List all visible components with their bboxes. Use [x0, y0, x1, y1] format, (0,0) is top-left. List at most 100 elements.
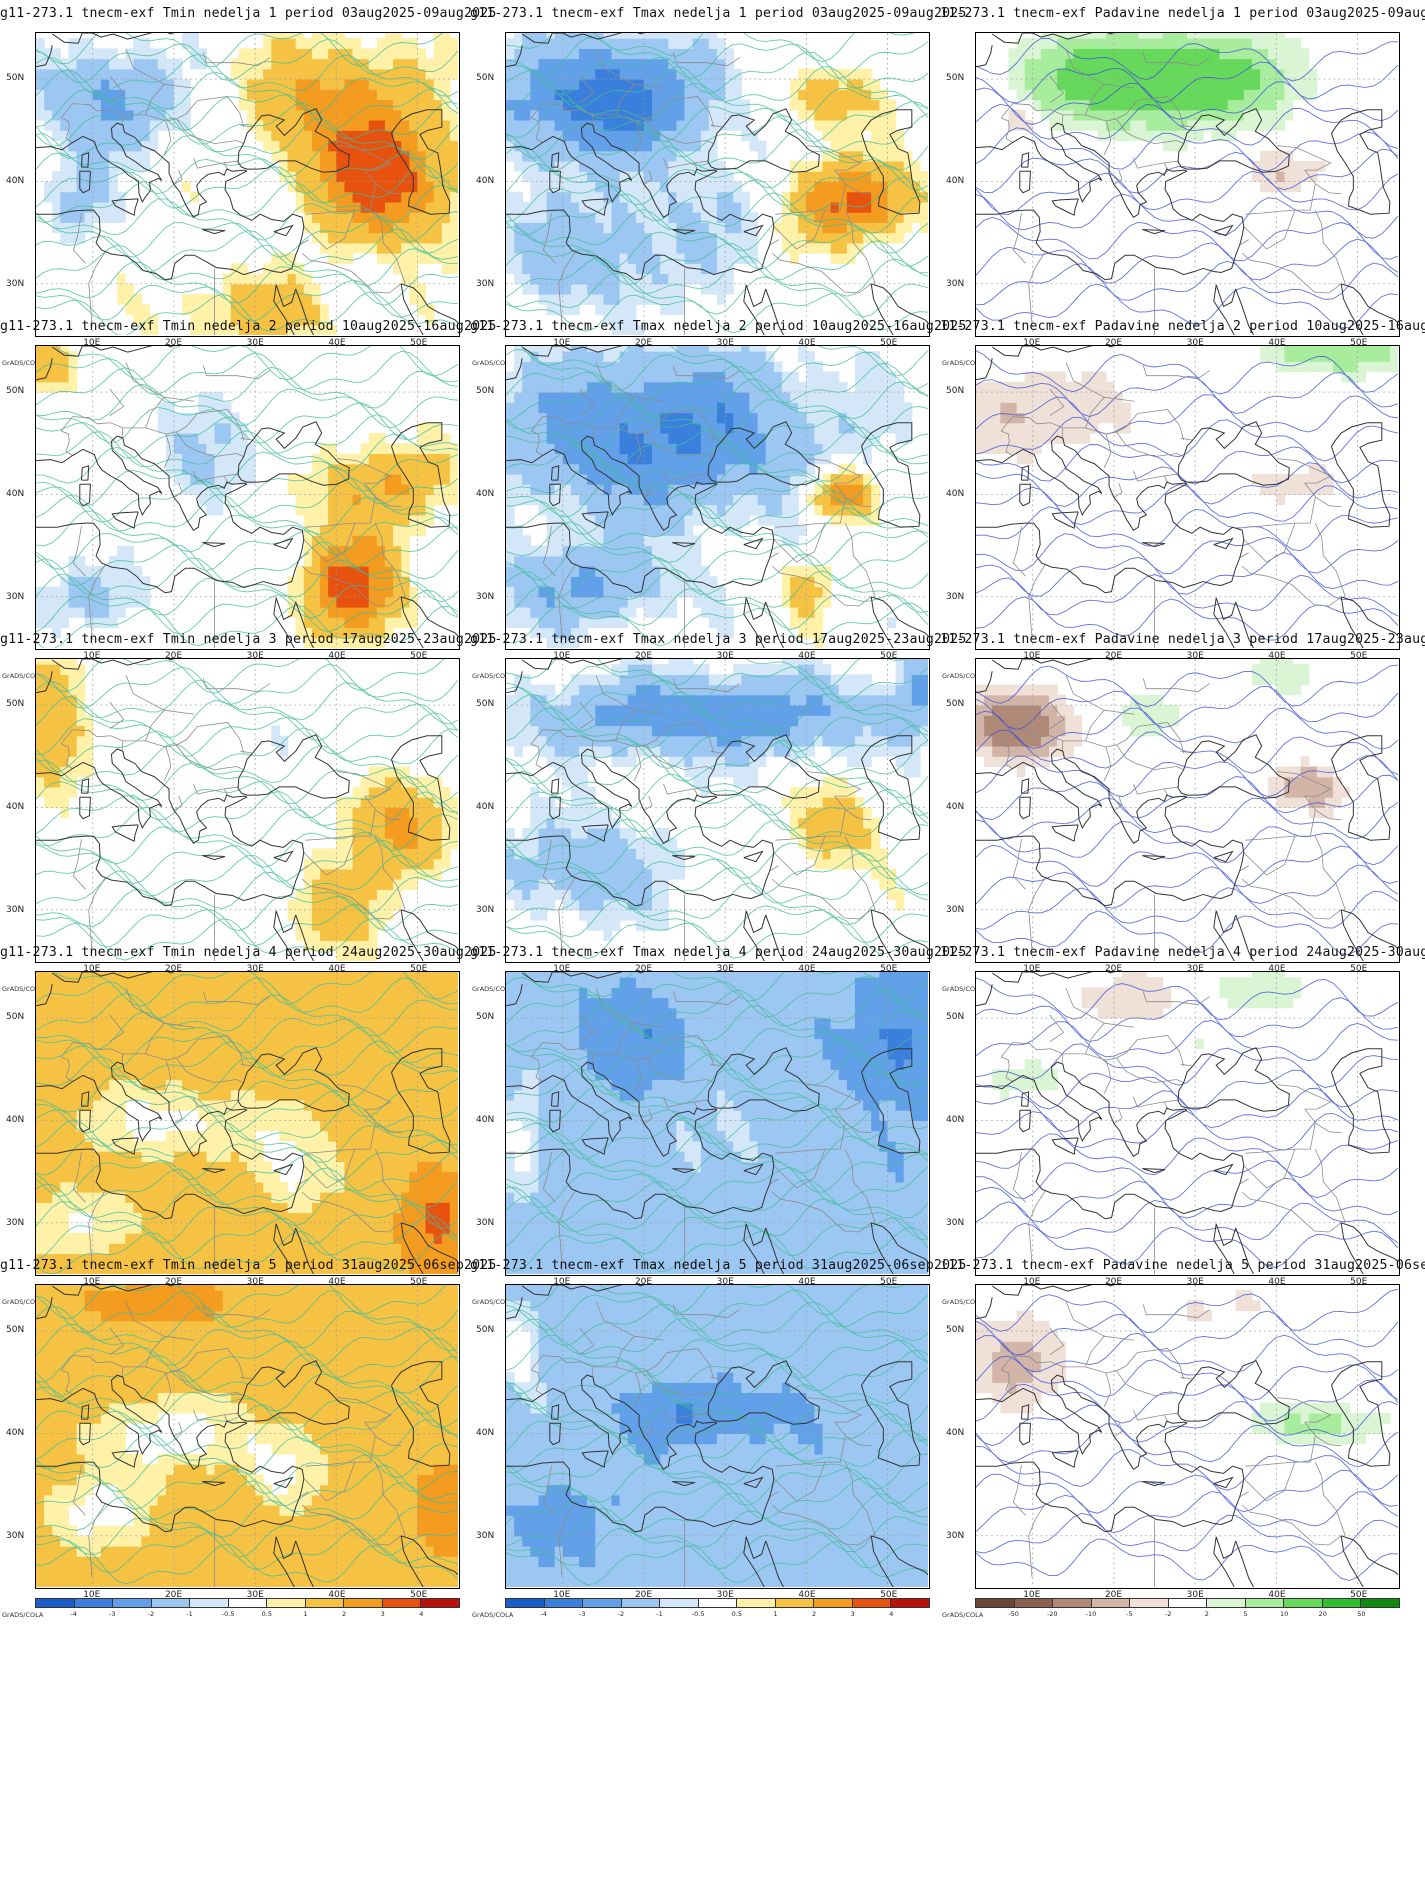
latitude-label: 50N: [946, 698, 965, 709]
map-frame: [505, 658, 930, 963]
anomaly-shading: [36, 346, 458, 648]
anomaly-shading: [976, 659, 1350, 819]
latitude-label: 30N: [6, 279, 25, 290]
longitude-label: 40E: [328, 651, 346, 661]
legend-swatch: [190, 1599, 229, 1607]
map-frame: [975, 1284, 1400, 1589]
latitude-label: 30N: [946, 279, 965, 290]
country-borders: [1000, 675, 1346, 961]
legend-swatch: [113, 1599, 152, 1607]
legend-tick-label: 3: [380, 1610, 385, 1618]
contour-lines: [506, 346, 928, 647]
longitude-label: 50E: [410, 651, 428, 661]
longitude-label: 10E: [1023, 338, 1041, 348]
longitude-label: 20E: [634, 651, 653, 661]
country-borders: [1000, 49, 1346, 335]
latitude-label: 50N: [946, 385, 965, 396]
longitude-label: 10E: [553, 964, 571, 974]
latitude-label: 30N: [946, 905, 965, 916]
grads-credit: GrADS/COLA: [942, 359, 984, 367]
legend-swatch: [1053, 1599, 1092, 1607]
longitude-label: 50E: [410, 964, 428, 974]
latitude-label: 30N: [476, 1218, 495, 1229]
legend-tick-label: 1: [303, 1610, 308, 1618]
graticule: [976, 1285, 1398, 1587]
legend-bar: [975, 1598, 1400, 1608]
map-canvas: [976, 1285, 1398, 1587]
map-panel: g11-273.1 tnecm-exf Tmax nedelja 2 perio…: [470, 313, 967, 688]
anomaly-shading: [506, 972, 928, 1274]
longitude-label: 50E: [880, 338, 898, 348]
grads-credit: GrADS/COLA: [942, 1298, 984, 1306]
longitude-label: 40E: [328, 1277, 346, 1287]
legend-swatch: [305, 1599, 345, 1607]
legend-swatch: [544, 1599, 584, 1607]
latitude-label: 40N: [946, 488, 965, 499]
map-frame: [35, 345, 460, 650]
legend-swatch: [1322, 1599, 1362, 1607]
latitude-label: 50N: [6, 72, 25, 83]
longitude-label: 50E: [1350, 1277, 1368, 1287]
latitude-label: 50N: [946, 1011, 965, 1022]
longitude-label: 20E: [164, 964, 183, 974]
map-canvas: [36, 346, 458, 648]
longitude-label: 30E: [246, 338, 264, 348]
longitude-label: 30E: [246, 651, 264, 661]
latitude-label: 40N: [6, 801, 25, 812]
graticule: [36, 659, 458, 961]
latitude-label: 30N: [6, 592, 25, 603]
coastlines: [36, 659, 458, 961]
map-canvas: [506, 33, 928, 335]
legend-tick-label: -20: [1046, 1610, 1058, 1618]
contour-lines: [506, 1285, 928, 1586]
legend-swatch: [1284, 1599, 1323, 1607]
longitude-label: 30E: [1186, 338, 1204, 348]
legend-tick-label: -50: [1008, 1610, 1019, 1618]
graticule: [506, 33, 928, 335]
longitude-label: 40E: [328, 338, 346, 348]
latitude-label: 50N: [476, 72, 495, 83]
grads-credit: GrADS/COLA: [472, 359, 514, 367]
latitude-label: 40N: [6, 1427, 25, 1438]
legend-tick-label: 2: [1204, 1610, 1209, 1618]
longitude-label: 30E: [1186, 964, 1204, 974]
legend-tick-label: 4: [889, 1610, 894, 1618]
map-panel: g11-273.1 tnecm-exf Tmin nedelja 2 perio…: [0, 313, 496, 688]
legend-swatch: [267, 1599, 306, 1607]
country-borders: [60, 1301, 406, 1587]
coastlines: [506, 33, 928, 335]
longitude-label: 50E: [1350, 338, 1368, 348]
latitude-label: 50N: [476, 1324, 495, 1335]
latitude-label: 40N: [946, 801, 965, 812]
latitude-label: 40N: [476, 801, 495, 812]
coastlines: [976, 972, 1398, 1274]
map-panel: g11-273.1 tnecm-exf Tmin nedelja 3 perio…: [0, 626, 496, 1001]
latitude-label: 50N: [6, 385, 25, 396]
panel-title: g11-273.1 tnecm-exf Tmin nedelja 1 perio…: [0, 6, 497, 21]
country-borders: [530, 49, 876, 335]
contour-lines: [506, 33, 928, 334]
anomaly-shading: [36, 1285, 458, 1587]
legend-swatch: [1130, 1599, 1169, 1607]
legend-swatch: [421, 1599, 460, 1607]
map-canvas: [36, 659, 458, 961]
latitude-label: 30N: [946, 592, 965, 603]
longitude-label: 10E: [553, 1277, 571, 1287]
coastlines: [976, 346, 1398, 648]
map-frame: [35, 32, 460, 337]
contour-lines: [506, 659, 928, 960]
anomaly-shading: [992, 972, 1302, 1101]
latitude-label: 30N: [6, 1218, 25, 1229]
map-canvas: [976, 972, 1398, 1274]
legend-swatch: [151, 1599, 191, 1607]
latitude-label: 40N: [476, 175, 495, 186]
coastlines: [976, 33, 1398, 335]
longitude-label: 20E: [1104, 1277, 1123, 1287]
panel-title: g11-273.1 tnecm-exf Tmax nedelja 2 perio…: [470, 319, 967, 334]
longitude-label: 40E: [1268, 1590, 1286, 1600]
longitude-label: 30E: [716, 1590, 734, 1600]
legend-swatch: [344, 1599, 383, 1607]
longitude-label: 50E: [410, 1590, 428, 1600]
longitude-label: 30E: [716, 338, 734, 348]
graticule: [36, 972, 458, 1274]
